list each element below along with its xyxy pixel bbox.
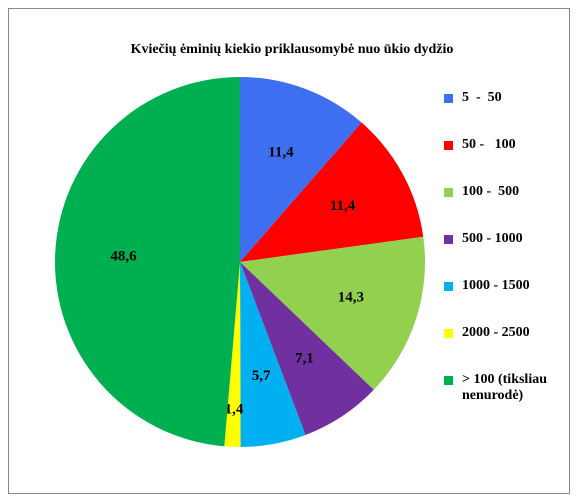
legend-swatch [444, 141, 453, 150]
legend-label: > 100 (tiksliau nenurodė) [462, 372, 551, 403]
pie-slice [240, 77, 362, 262]
legend-label: 50 - 100 [462, 137, 516, 152]
data-label: 7,1 [295, 351, 314, 367]
legend-swatch [444, 376, 453, 385]
pie-slice [55, 76, 241, 447]
pie-slice [224, 262, 241, 447]
pie-slice [240, 236, 426, 390]
legend-swatch [444, 94, 453, 103]
data-label: 48,6 [110, 248, 137, 264]
legend-label: 5 - 50 [462, 90, 502, 105]
legend-item: 1000 - 1500 [440, 278, 565, 325]
legend-label: 500 - 1000 [462, 231, 523, 246]
legend-item: 100 - 500 [440, 184, 565, 231]
legend-item: 50 - 100 [440, 137, 565, 184]
data-label: 11,4 [268, 144, 294, 160]
legend-swatch [444, 188, 453, 197]
legend-item: 5 - 50 [440, 90, 565, 137]
chart-title: Kviečių ėminių kiekio priklausomybė nuo … [131, 42, 454, 57]
legend: 5 - 50 50 - 100 100 - 500 500 - 1000 1000 - … [440, 90, 565, 419]
data-label: 1,4 [225, 401, 244, 417]
legend-label: 100 - 500 [462, 184, 520, 199]
legend-swatch [444, 235, 453, 244]
data-label: 14,3 [338, 289, 364, 305]
legend-item: > 100 (tiksliau nenurodė) [440, 372, 565, 419]
pie-slice [240, 262, 374, 436]
legend-item: 500 - 1000 [440, 231, 565, 278]
legend-swatch [444, 282, 453, 291]
legend-label: 1000 - 1500 [462, 278, 530, 293]
legend-item: 2000 - 2500 [440, 325, 565, 372]
pie-slice [240, 122, 424, 262]
data-label: 5,7 [252, 368, 271, 384]
legend-label: 2000 - 2500 [462, 325, 530, 340]
pie-slice [240, 262, 306, 447]
legend-swatch [444, 329, 453, 338]
data-label: 11,4 [330, 198, 356, 214]
